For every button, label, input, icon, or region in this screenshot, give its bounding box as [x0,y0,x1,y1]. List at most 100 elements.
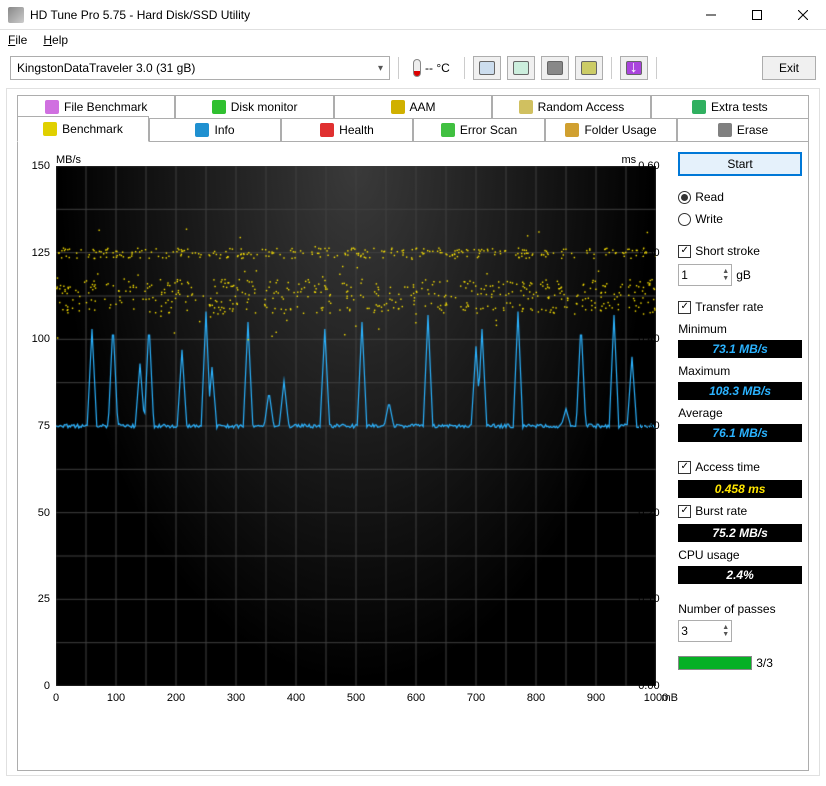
y-right-tick: 0.40 [638,333,659,345]
tab-aam[interactable]: AAM [334,95,492,119]
tab-label: AAM [410,100,436,114]
copy-info-button[interactable] [473,56,501,80]
read-label: Read [695,190,724,204]
y-left-tick: 150 [32,160,50,172]
tab-folder-usage[interactable]: Folder Usage [545,118,677,142]
cpu-usage-value: 2.4% [678,566,802,584]
separator [656,57,657,79]
drive-select[interactable]: KingstonDataTraveler 3.0 (31 gB) ▾ [10,56,390,80]
titlebar: HD Tune Pro 5.75 - Hard Disk/SSD Utility [0,0,826,30]
tab-label: Info [214,123,234,137]
minimum-label: Minimum [678,322,802,336]
y-right-tick: 0.60 [638,160,659,172]
write-radio[interactable]: Write [678,210,802,228]
copy-results-button[interactable] [507,56,535,80]
start-button[interactable]: Start [678,152,802,176]
drive-select-value: KingstonDataTraveler 3.0 (31 gB) [17,61,195,75]
checkbox-icon [678,505,691,518]
x-tick: 200 [167,692,185,704]
minimize-button[interactable] [688,0,734,30]
tab-icon [195,123,209,137]
y-left-tick: 25 [38,593,50,605]
menu-file[interactable]: File [8,33,27,47]
window-title: HD Tune Pro 5.75 - Hard Disk/SSD Utility [30,8,688,22]
tab-disk-monitor[interactable]: Disk monitor [175,95,333,119]
x-axis: mB 01002003004005006007008009001000 [56,690,656,710]
access-time-value: 0.458 ms [678,480,802,498]
radio-icon [678,191,691,204]
separator [398,57,399,79]
progress-fill [679,657,751,669]
average-value: 76.1 MB/s [678,424,802,442]
y-right-tick: 0.20 [638,507,659,519]
spinner-arrows-icon: ▲▼ [722,624,729,638]
content-panel: File Benchmark Disk monitor AAM Random Acce… [6,88,820,776]
passes-value: 3 [681,624,688,638]
tab-label: Extra tests [711,100,768,114]
app-icon [8,7,24,23]
tab-label: Random Access [538,100,625,114]
menubar: File Help [0,30,826,50]
tab-icon [45,100,59,114]
menu-help[interactable]: Help [43,33,68,47]
tab-icon [43,122,57,136]
tab-random-access[interactable]: Random Access [492,95,650,119]
read-radio[interactable]: Read [678,188,802,206]
tab-label: Benchmark [62,122,123,136]
y-left-unit: MB/s [56,154,81,166]
y-left-tick: 0 [44,680,50,692]
copy-results-icon [513,61,529,75]
tab-erase[interactable]: Erase [677,118,809,142]
x-tick: 600 [407,692,425,704]
passes-label: Number of passes [678,602,802,616]
temperature-value: -- °C [425,61,450,75]
transfer-rate-checkbox[interactable]: Transfer rate [678,298,802,316]
y-right-unit: ms [622,154,637,166]
screenshot-button[interactable] [541,56,569,80]
tab-error-scan[interactable]: Error Scan [413,118,545,142]
checkbox-icon [678,461,691,474]
x-tick: 400 [287,692,305,704]
tab-extra-tests[interactable]: Extra tests [651,95,809,119]
cpu-usage-label: CPU usage [678,548,802,562]
burst-rate-checkbox[interactable]: Burst rate [678,502,802,520]
access-time-checkbox[interactable]: Access time [678,458,802,476]
tab-label: Health [339,123,374,137]
y-right-tick: 0.10 [638,593,659,605]
x-tick: 700 [467,692,485,704]
chart: MB/s 0255075100125150 ms 0.000.100.200.3… [24,152,670,732]
tab-benchmark[interactable]: Benchmark [17,116,149,142]
side-controls: Start Read Write Short stroke 1▲▼ gB Tra… [678,152,802,764]
separator [611,57,612,79]
separator [464,57,465,79]
close-button[interactable] [780,0,826,30]
progress-bar [678,656,752,670]
short-stroke-spinner[interactable]: 1▲▼ gB [678,264,802,286]
maximize-button[interactable] [734,0,780,30]
tab-icon [212,100,226,114]
checkbox-icon [678,245,691,258]
tab-label: Folder Usage [584,123,656,137]
tab-icon [320,123,334,137]
x-tick: 300 [227,692,245,704]
tab-health[interactable]: Health [281,118,413,142]
tab-label: File Benchmark [64,100,147,114]
options-button[interactable] [575,56,603,80]
temperature-display: -- °C [407,56,456,80]
exit-button[interactable]: Exit [762,56,816,80]
y-left-tick: 75 [38,420,50,432]
short-stroke-label: Short stroke [695,244,760,258]
save-button[interactable]: ↓ [620,56,648,80]
spinner-arrows-icon: ▲▼ [722,268,729,282]
plot-area [56,166,656,686]
passes-spinner[interactable]: 3 ▲▼ [678,620,802,642]
maximum-label: Maximum [678,364,802,378]
tab-info[interactable]: Info [149,118,281,142]
y-axis-left: MB/s 0255075100125150 [24,158,54,692]
burst-rate-value: 75.2 MB/s [678,524,802,542]
short-stroke-checkbox[interactable]: Short stroke [678,242,802,260]
maximum-value: 108.3 MB/s [678,382,802,400]
radio-icon [678,213,691,226]
thermometer-icon [413,59,421,77]
copy-icon [479,61,495,75]
